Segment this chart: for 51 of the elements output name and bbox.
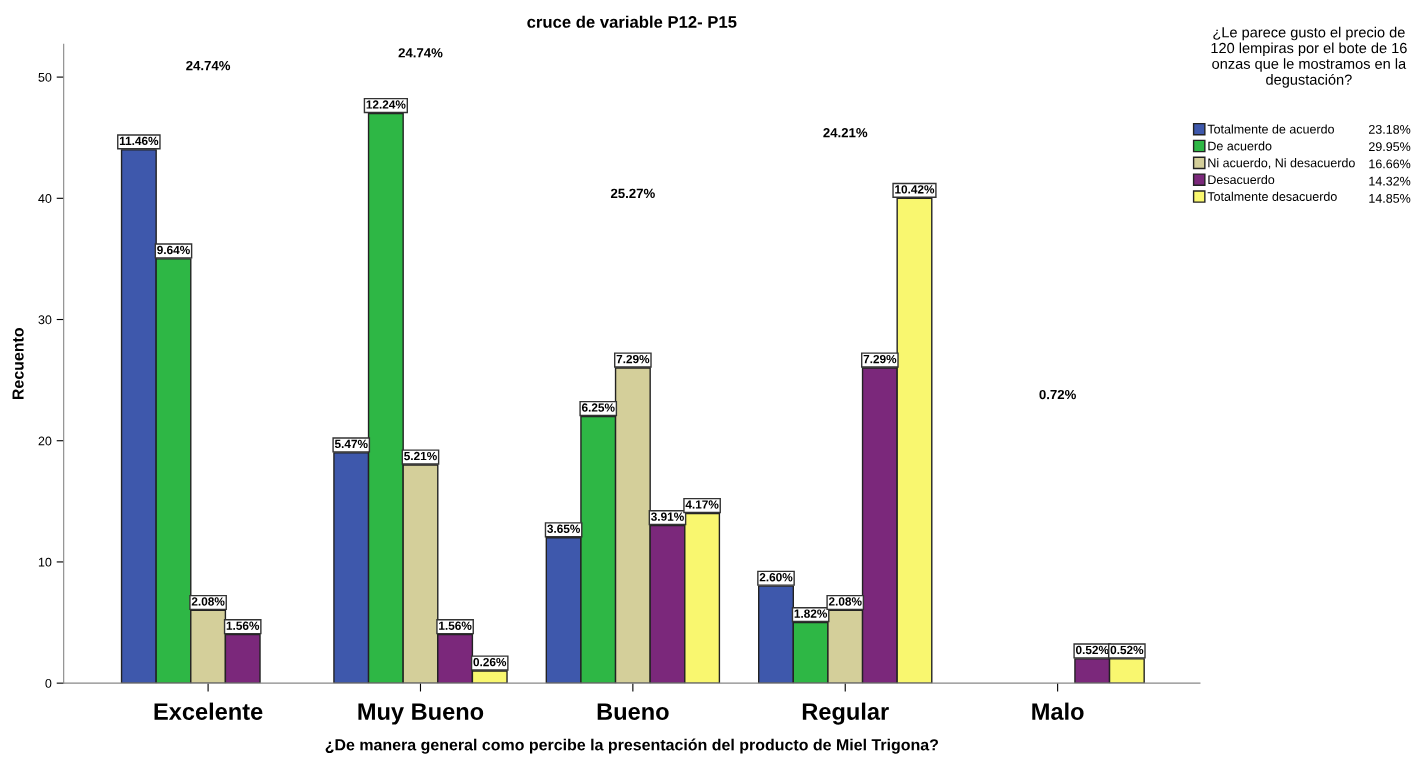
y-tick-label: 0 (45, 678, 52, 688)
annotation: 3.65% (547, 524, 581, 533)
y-tick-label: 10 (38, 557, 52, 567)
annotation: 5.21% (404, 451, 437, 461)
y-tick-label: 40 (38, 194, 52, 203)
annotation: 11.46% (119, 136, 159, 146)
annotation: 25.27% (610, 188, 655, 199)
text: 16.66% (1369, 159, 1411, 169)
y-tick-label: 30 (38, 315, 52, 325)
annotation: 5.47% (334, 439, 368, 449)
annotation: 10.42% (895, 185, 935, 194)
annotation: 1.82% (794, 609, 828, 618)
legend-title: ¿Le parece gusto el precio de 120 lempiras por el bote de 16 onzas que le mostramos en la degustación? (1211, 26, 1407, 88)
annotation: 2.08% (191, 597, 225, 606)
annotation: 2.08% (828, 597, 862, 606)
legend-label: Desacuerdo (1208, 174, 1275, 185)
annotation: 7.29% (863, 354, 897, 364)
annotation: 9.64% (157, 245, 190, 255)
annotation: 0.52% (1110, 645, 1144, 655)
chart-title: cruce de variable P12- P15 (527, 15, 737, 28)
annotation: 0.26% (473, 657, 507, 667)
x-tick-label: Muy Bueno (358, 703, 484, 725)
x-tick-label: Regular (802, 702, 889, 725)
y-tick-label: 20 (38, 436, 52, 446)
y-tick-label: 50 (38, 72, 52, 82)
x-tick-label: Excelente (154, 702, 263, 720)
y-axis-title: Recuento (12, 327, 24, 400)
annotation: 0.72% (1039, 389, 1076, 400)
annotation: 0.52% (1075, 645, 1109, 655)
annotation: 1.56% (226, 621, 260, 630)
annotation: 12.24% (366, 100, 406, 109)
annotation: 2.60% (759, 573, 793, 582)
annotation: 4.17% (685, 500, 719, 509)
annotation: 7.29% (616, 354, 650, 364)
annotation: 24.74% (398, 48, 443, 58)
legend-label: Ni acuerdo, Ni desacuerdo (1208, 158, 1355, 169)
text: 14.85% (1369, 193, 1411, 203)
text: 23.18% (1368, 124, 1411, 134)
annotation: 24.21% (823, 128, 868, 138)
annotation: 24.74% (186, 60, 231, 71)
x-tick-label: Malo (1032, 702, 1084, 720)
x-axis-title: ¿De manera general como percibe la presentación del producto de Miel Trigona? (325, 738, 938, 754)
legend-label: Totalmente desacuerdo (1207, 191, 1337, 201)
x-tick-label: Bueno (597, 703, 669, 720)
annotation: 6.25% (581, 403, 615, 412)
text: 29.95% (1368, 142, 1411, 152)
annotation: 3.91% (651, 512, 684, 521)
legend-label: De acuerdo (1208, 141, 1272, 151)
annotation: 1.56% (439, 621, 472, 630)
text: 14.32% (1369, 176, 1411, 186)
legend-label: Totalmente de acuerdo (1207, 124, 1334, 134)
